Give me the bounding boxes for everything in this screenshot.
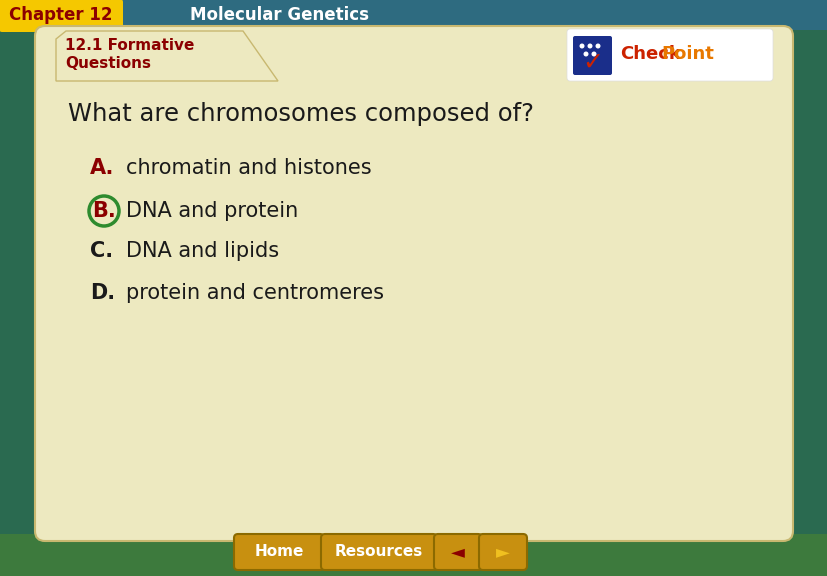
Text: DNA and lipids: DNA and lipids [126,241,279,261]
FancyBboxPatch shape [35,26,792,541]
Text: Home: Home [254,544,304,559]
Text: Chapter 12: Chapter 12 [9,6,112,24]
FancyBboxPatch shape [0,0,123,32]
FancyBboxPatch shape [0,30,40,576]
Polygon shape [56,31,278,81]
Text: DNA and protein: DNA and protein [126,201,298,221]
FancyBboxPatch shape [0,534,827,576]
Text: 12.1 Formative: 12.1 Formative [65,39,194,54]
Text: C.: C. [90,241,113,261]
Text: A.: A. [90,158,114,178]
Circle shape [583,51,588,56]
Text: What are chromosomes composed of?: What are chromosomes composed of? [68,102,533,126]
Text: Resources: Resources [334,544,423,559]
FancyBboxPatch shape [566,29,772,81]
FancyBboxPatch shape [433,534,481,570]
Text: Point: Point [660,45,713,63]
FancyBboxPatch shape [234,534,323,570]
Text: Check: Check [619,45,680,63]
FancyBboxPatch shape [479,534,526,570]
FancyBboxPatch shape [572,36,611,75]
Text: protein and centromeres: protein and centromeres [126,283,384,303]
Circle shape [590,51,595,56]
FancyBboxPatch shape [787,30,827,576]
Text: ◄: ◄ [451,543,465,561]
FancyBboxPatch shape [321,534,437,570]
Text: Molecular Genetics: Molecular Genetics [190,6,369,24]
Text: ✓: ✓ [582,51,603,75]
Text: B.: B. [92,201,116,221]
Text: chromatin and histones: chromatin and histones [126,158,371,178]
FancyBboxPatch shape [0,0,827,30]
Text: D.: D. [90,283,115,303]
Text: ►: ► [495,543,509,561]
Text: Questions: Questions [65,56,151,71]
Circle shape [595,44,600,48]
Circle shape [587,44,592,48]
Circle shape [579,44,584,48]
